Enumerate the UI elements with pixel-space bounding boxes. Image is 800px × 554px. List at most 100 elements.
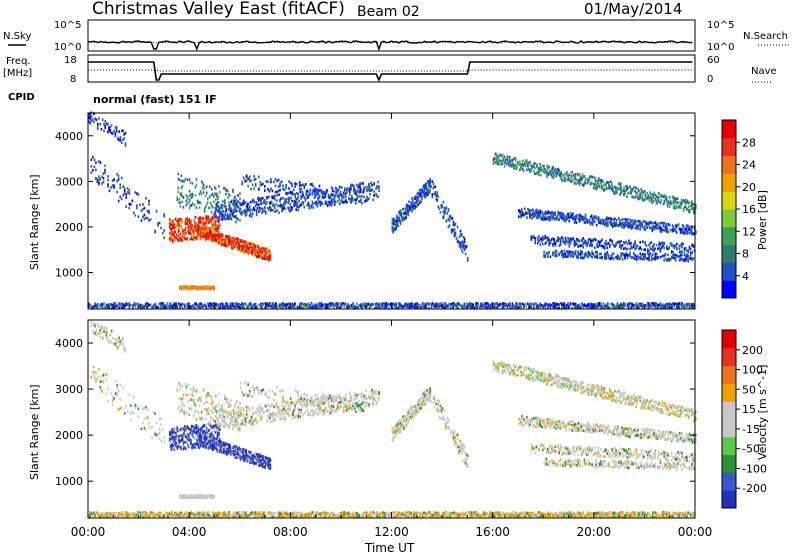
- echo-cell: [344, 200, 346, 204]
- echo-cell: [632, 187, 634, 191]
- echo-cell: [166, 305, 168, 309]
- echo-cell: [542, 304, 544, 307]
- echo-cell: [218, 206, 221, 210]
- echo-cell: [480, 306, 482, 310]
- echo-cell: [562, 237, 564, 241]
- echo-cell: [401, 306, 404, 309]
- echo-cell: [247, 177, 249, 181]
- echo-cell: [668, 245, 670, 249]
- echo-cell: [634, 226, 636, 230]
- echo-cell: [244, 180, 246, 183]
- echo-cell: [605, 218, 607, 221]
- echo-cell: [555, 306, 558, 309]
- echo-cell: [349, 304, 352, 308]
- echo-cell: [210, 187, 213, 191]
- echo-cell: [261, 183, 263, 186]
- echo-cell: [614, 224, 616, 227]
- echo-cell: [317, 192, 319, 196]
- echo-cell: [512, 166, 515, 169]
- echo-cell: [594, 215, 597, 218]
- echo-cell: [455, 237, 458, 240]
- echo-cell: [555, 170, 557, 173]
- echo-cell: [449, 306, 452, 310]
- echo-cell: [662, 195, 665, 198]
- echo-cell: [663, 201, 666, 205]
- echo-cell: [282, 204, 284, 208]
- echo-cell: [346, 191, 348, 195]
- echo-cell: [139, 203, 141, 207]
- echo-cell: [552, 216, 554, 219]
- echo-cell: [100, 302, 103, 306]
- echo-cell: [332, 190, 335, 193]
- echo-cell: [190, 305, 192, 308]
- echo-cell: [603, 223, 606, 227]
- echo-cell: [361, 305, 363, 308]
- echo-cell: [300, 194, 302, 198]
- echo-cell: [663, 246, 665, 250]
- echo-cell: [552, 302, 554, 305]
- echo-cell: [255, 244, 258, 247]
- echo-cell: [691, 201, 693, 205]
- echo-cell: [566, 174, 569, 177]
- echo-cell: [421, 192, 423, 195]
- echo-cell: [553, 169, 555, 173]
- echo-cell: [457, 240, 460, 244]
- echo-cell: [619, 244, 621, 247]
- echo-cell: [525, 212, 527, 215]
- echo-cell: [129, 303, 132, 307]
- echo-cell: [561, 253, 563, 257]
- echo-cell: [577, 305, 579, 309]
- echo-cell: [329, 304, 332, 307]
- echo-cell: [590, 240, 592, 243]
- echo-cell: [92, 168, 94, 172]
- echo-cell: [415, 302, 418, 305]
- echo-cell: [691, 207, 693, 211]
- echo-cell: [395, 302, 397, 305]
- echo-cell: [672, 226, 675, 230]
- echo-cell: [490, 304, 492, 308]
- echo-cell: [391, 225, 394, 228]
- echo-cell: [367, 188, 369, 192]
- echo-cell: [402, 305, 405, 308]
- echo-cell: [233, 215, 236, 218]
- echo-cell: [399, 304, 401, 307]
- echo-cell: [644, 304, 646, 307]
- echo-cell: [581, 173, 584, 176]
- echo-cell: [621, 306, 624, 310]
- echo-cell: [569, 254, 572, 258]
- echo-cell: [200, 192, 203, 196]
- echo-cell: [581, 239, 583, 242]
- echo-cell: [674, 224, 677, 228]
- echo-cell: [501, 306, 504, 309]
- echo-cell: [248, 178, 251, 181]
- echo-cell: [210, 303, 213, 307]
- echo-cell: [595, 238, 597, 242]
- echo-cell: [641, 198, 643, 201]
- echo-cell: [552, 166, 554, 169]
- echo-cell: [98, 178, 100, 182]
- echo-cell: [625, 223, 627, 227]
- echo-cell: [583, 217, 586, 220]
- echo-cell: [264, 185, 266, 188]
- echo-cell: [602, 306, 605, 309]
- echo-cell: [140, 219, 143, 222]
- echo-cell: [245, 175, 248, 178]
- echo-cell: [531, 167, 533, 170]
- echo-cell: [351, 184, 353, 188]
- echo-cell: [485, 305, 487, 309]
- echo-cell: [296, 306, 299, 310]
- echo-cell: [412, 199, 414, 202]
- echo-cell: [573, 177, 576, 181]
- echo-cell: [310, 206, 313, 209]
- echo-cell: [497, 160, 500, 163]
- echo-cell: [114, 134, 117, 138]
- echo-cell: [533, 164, 535, 168]
- echo-cell: [190, 204, 193, 207]
- echo-cell: [691, 230, 693, 233]
- echo-cell: [598, 303, 601, 307]
- echo-cell: [627, 192, 629, 195]
- echo-cell: [414, 303, 416, 307]
- echo-cell: [284, 203, 286, 206]
- nave-line: [88, 69, 693, 72]
- echo-cell: [245, 246, 247, 250]
